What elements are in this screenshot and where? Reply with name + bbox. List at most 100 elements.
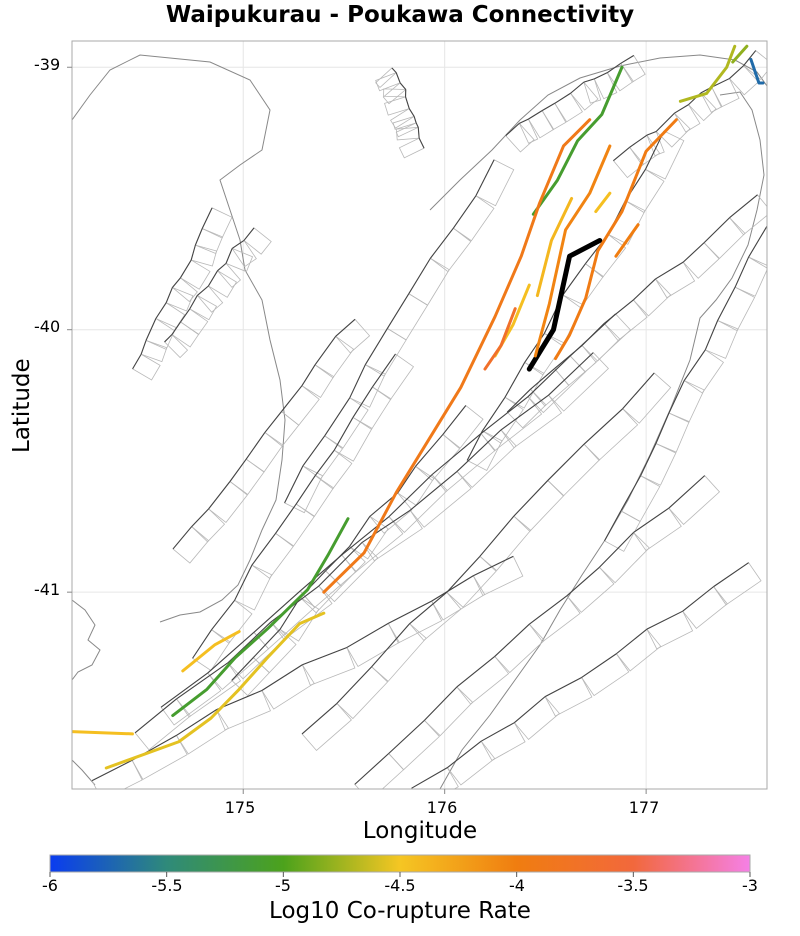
co-rupture-fault-trace — [535, 196, 574, 298]
fault-trace-segment — [231, 657, 254, 681]
colorbar-tick-marks — [49, 872, 751, 877]
fault-trace-segment — [349, 516, 371, 547]
fault-trace-segment — [234, 564, 253, 601]
fault-trace-segment — [388, 474, 433, 518]
fault-trace-segment — [505, 122, 520, 137]
co-rupture-fault-trace — [749, 57, 765, 85]
fault-trace-segment — [713, 562, 749, 588]
fault-trace-segment — [513, 696, 546, 724]
plot-area — [72, 41, 767, 789]
fault-trace-segment — [155, 302, 167, 319]
fault-trace-segment — [225, 248, 233, 264]
colorbar-label: Log10 Co-rupture Rate — [269, 898, 531, 924]
fault-trace-segment — [201, 207, 213, 229]
fault-trace-segment — [388, 600, 432, 624]
fault-trace-segment — [547, 443, 585, 481]
fault-trace-segment — [281, 385, 303, 412]
fault-trace-segment — [264, 411, 282, 433]
fault-trace-segment — [408, 108, 415, 117]
fault-trace-segment — [554, 345, 583, 369]
fault-trace-segment — [683, 349, 706, 381]
fault-trace-segment — [284, 465, 304, 504]
fault-trace-segment — [399, 82, 407, 90]
fault-trace-segment — [409, 471, 458, 511]
fault-trace-segment — [409, 591, 448, 625]
fault-trace-segment — [217, 262, 227, 272]
fault-trace-segment — [243, 227, 255, 241]
fault-trace-segment — [581, 653, 617, 678]
fault-trace-segment — [171, 321, 182, 335]
fault-trace-segment — [682, 242, 705, 263]
fault-trace-segment — [91, 759, 133, 782]
x-tick-label: 177 — [628, 798, 660, 817]
fault-trace-segment — [682, 586, 714, 612]
colorbar-tick-label: -6 — [42, 876, 58, 895]
fault-trace-segment — [604, 510, 622, 542]
fault-trace-segment — [541, 102, 556, 112]
fault-trace-segment — [354, 753, 390, 785]
y-axis-label: Latitude — [9, 358, 35, 453]
fault-trace-segment — [504, 362, 526, 398]
coastline-north-island — [72, 54, 767, 789]
fault-trace-segment — [528, 110, 543, 120]
fault-trace-segment — [171, 277, 181, 288]
fault-trace-segment — [324, 397, 351, 437]
co-rupture-fault-trace — [322, 118, 592, 594]
fault-trace-segment — [253, 590, 301, 633]
fault-trace-segment — [418, 137, 425, 149]
colorbar-tick-label: -4 — [509, 876, 525, 895]
fault-trace-segment — [302, 646, 348, 666]
fault-trace-segment — [633, 507, 670, 533]
co-rupture-fault-trace — [553, 118, 678, 361]
fault-trace-segment — [176, 709, 217, 736]
fault-trace-segment — [583, 78, 595, 83]
co-rupture-fault-trace — [72, 730, 134, 736]
fault-trace-segment — [372, 353, 396, 388]
fault-trace-segment — [629, 134, 648, 148]
fault-trace-segment — [620, 475, 642, 512]
fault-trace-segment — [475, 159, 495, 197]
fault-trace-segment — [336, 666, 373, 704]
fault-trace-segment — [391, 67, 397, 73]
fault-trace-segment — [616, 628, 648, 655]
fault-trace-segment — [172, 526, 193, 550]
fault-trace-segment — [164, 334, 173, 343]
fault-trace-segment — [411, 767, 448, 789]
fault-trace-segment — [446, 740, 482, 769]
fault-trace-segment — [442, 405, 467, 435]
fault-trace-segment — [361, 509, 411, 543]
fault-trace-segment — [279, 597, 301, 630]
fault-trace-segment — [500, 394, 549, 431]
fault-trace-segment — [703, 217, 730, 244]
fault-trace-segment — [252, 628, 281, 658]
fault-trace-segment — [192, 629, 213, 659]
fault-trace-segment — [513, 480, 549, 517]
x-tick-label: 175 — [224, 798, 256, 817]
fault-trace-segment — [180, 308, 191, 323]
fault-trace-segment — [397, 465, 417, 494]
fault-trace-segment — [346, 622, 389, 648]
fault-trace-segment — [480, 396, 529, 434]
x-tick-label: 176 — [426, 798, 458, 817]
co-rupture-fault-trace — [594, 191, 612, 214]
fault-trace-segment — [729, 65, 744, 79]
fault-trace-segment — [160, 672, 209, 708]
fault-trace-segment — [473, 555, 514, 577]
co-rupture-fault-trace — [181, 630, 241, 673]
fault-trace-segment — [748, 225, 767, 258]
fault-trace-segment — [583, 408, 624, 445]
fault-trace-segment — [527, 355, 571, 398]
fault-trace-segment — [301, 702, 338, 735]
fault-trace-segment — [207, 270, 219, 287]
fault-trace-segment — [145, 318, 157, 341]
fault-trace-segment — [415, 434, 444, 467]
co-rupture-fault-trace — [531, 65, 624, 216]
y-tick-label: -41 — [34, 580, 61, 599]
fault-trace-segment — [275, 503, 297, 534]
fault-trace-segment — [603, 299, 634, 324]
fault-trace-segment — [620, 55, 635, 64]
fault-trace-segment — [333, 417, 354, 451]
fault-trace-segment — [301, 364, 316, 386]
fault-trace-segment — [395, 72, 401, 84]
